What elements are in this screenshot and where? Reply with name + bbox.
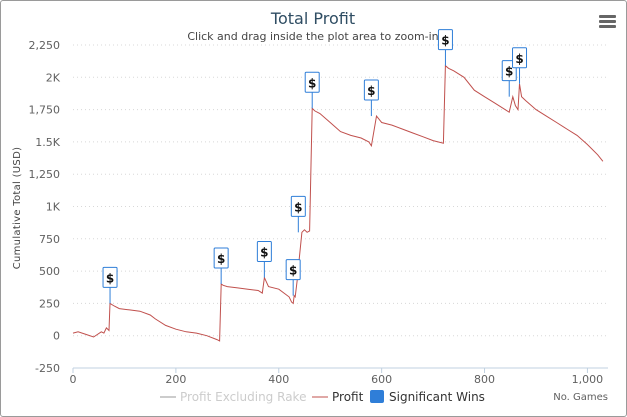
flag-box[interactable] [285, 259, 301, 281]
profit-series-line[interactable] [72, 64, 604, 342]
x-tick-label: 1,000 [572, 373, 604, 386]
flag-box[interactable] [256, 241, 272, 263]
chart-title: Total Profit [270, 9, 355, 28]
y-tick-label: -250 [35, 362, 60, 375]
flag-box[interactable] [102, 266, 118, 288]
y-tick-label: 1,250 [29, 168, 61, 181]
legend: Profit Excluding Rake Profit Significant… [160, 390, 485, 404]
flag-label: $ [515, 52, 523, 66]
y-tick-label: 2,250 [29, 39, 61, 52]
y-tick-label: 0 [53, 330, 60, 343]
significant-wins-flags: $$ $$$$$$$$ [102, 29, 528, 304]
x-tick-label: 600 [371, 373, 392, 386]
flag-label: $ [441, 34, 449, 48]
plot-area[interactable] [72, 45, 608, 368]
flag-label: $ [294, 200, 302, 214]
legend-item-excluding-rake[interactable]: Profit Excluding Rake [160, 390, 306, 404]
chart-subtitle: Click and drag inside the plot area to z… [187, 30, 438, 43]
flag-box[interactable] [363, 79, 379, 101]
context-menu-button[interactable] [596, 11, 618, 31]
legend-symbol-significant-wins[interactable] [370, 390, 384, 403]
legend-item-profit[interactable]: Profit [312, 390, 364, 404]
flag-label: $ [308, 76, 316, 90]
significant-win-flag[interactable]: $ [363, 79, 379, 117]
y-tick-label: 1.5K [35, 136, 60, 149]
hamburger-menu-icon[interactable] [599, 15, 616, 28]
significant-win-flag[interactable]: $ [102, 266, 118, 304]
flag-label: $ [260, 246, 268, 260]
flag-label: $ [367, 84, 375, 98]
legend-label-profit[interactable]: Profit [332, 390, 364, 404]
legend-item-significant-wins[interactable]: Significant Wins [370, 390, 485, 404]
y-tick-label: 2K [46, 71, 61, 84]
significant-win-flag[interactable]: $ [285, 259, 301, 296]
y-tick-label: 1,750 [29, 104, 61, 117]
significant-win-flag[interactable]: $ [437, 29, 453, 66]
flag-label: $ [106, 271, 114, 285]
flag-box[interactable] [304, 71, 320, 93]
y-axis-title: Cumulative Total (USD) [12, 147, 23, 270]
legend-label-significant-wins[interactable]: Significant Wins [389, 390, 485, 404]
y-tick-label: 750 [39, 233, 60, 246]
flag-label: $ [505, 65, 513, 79]
y-tick-label: 250 [39, 297, 60, 310]
x-axis-ticks: 0 200 400 600 800 1,000 [70, 367, 608, 386]
flag-box[interactable] [213, 247, 229, 269]
legend-label-excluding-rake[interactable]: Profit Excluding Rake [180, 390, 306, 404]
significant-win-flag[interactable]: $ [290, 195, 306, 233]
significant-win-flag[interactable]: $ [256, 241, 272, 278]
x-tick-label: 0 [70, 373, 77, 386]
flag-box[interactable] [290, 195, 306, 217]
flag-box[interactable] [437, 29, 453, 51]
significant-win-flag[interactable]: $ [512, 47, 528, 84]
x-tick-label: 800 [474, 373, 495, 386]
x-axis-title: No. Games [553, 392, 608, 403]
y-tick-label: 1K [46, 201, 61, 214]
y-axis-ticks: -250 0 250 500 750 1K 1,250 1.5K 1,750 2K 2,250 [29, 39, 61, 375]
significant-win-flag[interactable]: $ [213, 247, 229, 285]
y-tick-label: 500 [39, 265, 60, 278]
flag-label: $ [289, 264, 297, 278]
x-tick-label: 400 [268, 373, 289, 386]
x-tick-label: 200 [165, 373, 186, 386]
plot-background[interactable] [73, 45, 608, 368]
flag-box[interactable] [512, 47, 528, 69]
flag-label: $ [217, 252, 225, 266]
significant-win-flag[interactable]: $ [304, 71, 320, 109]
